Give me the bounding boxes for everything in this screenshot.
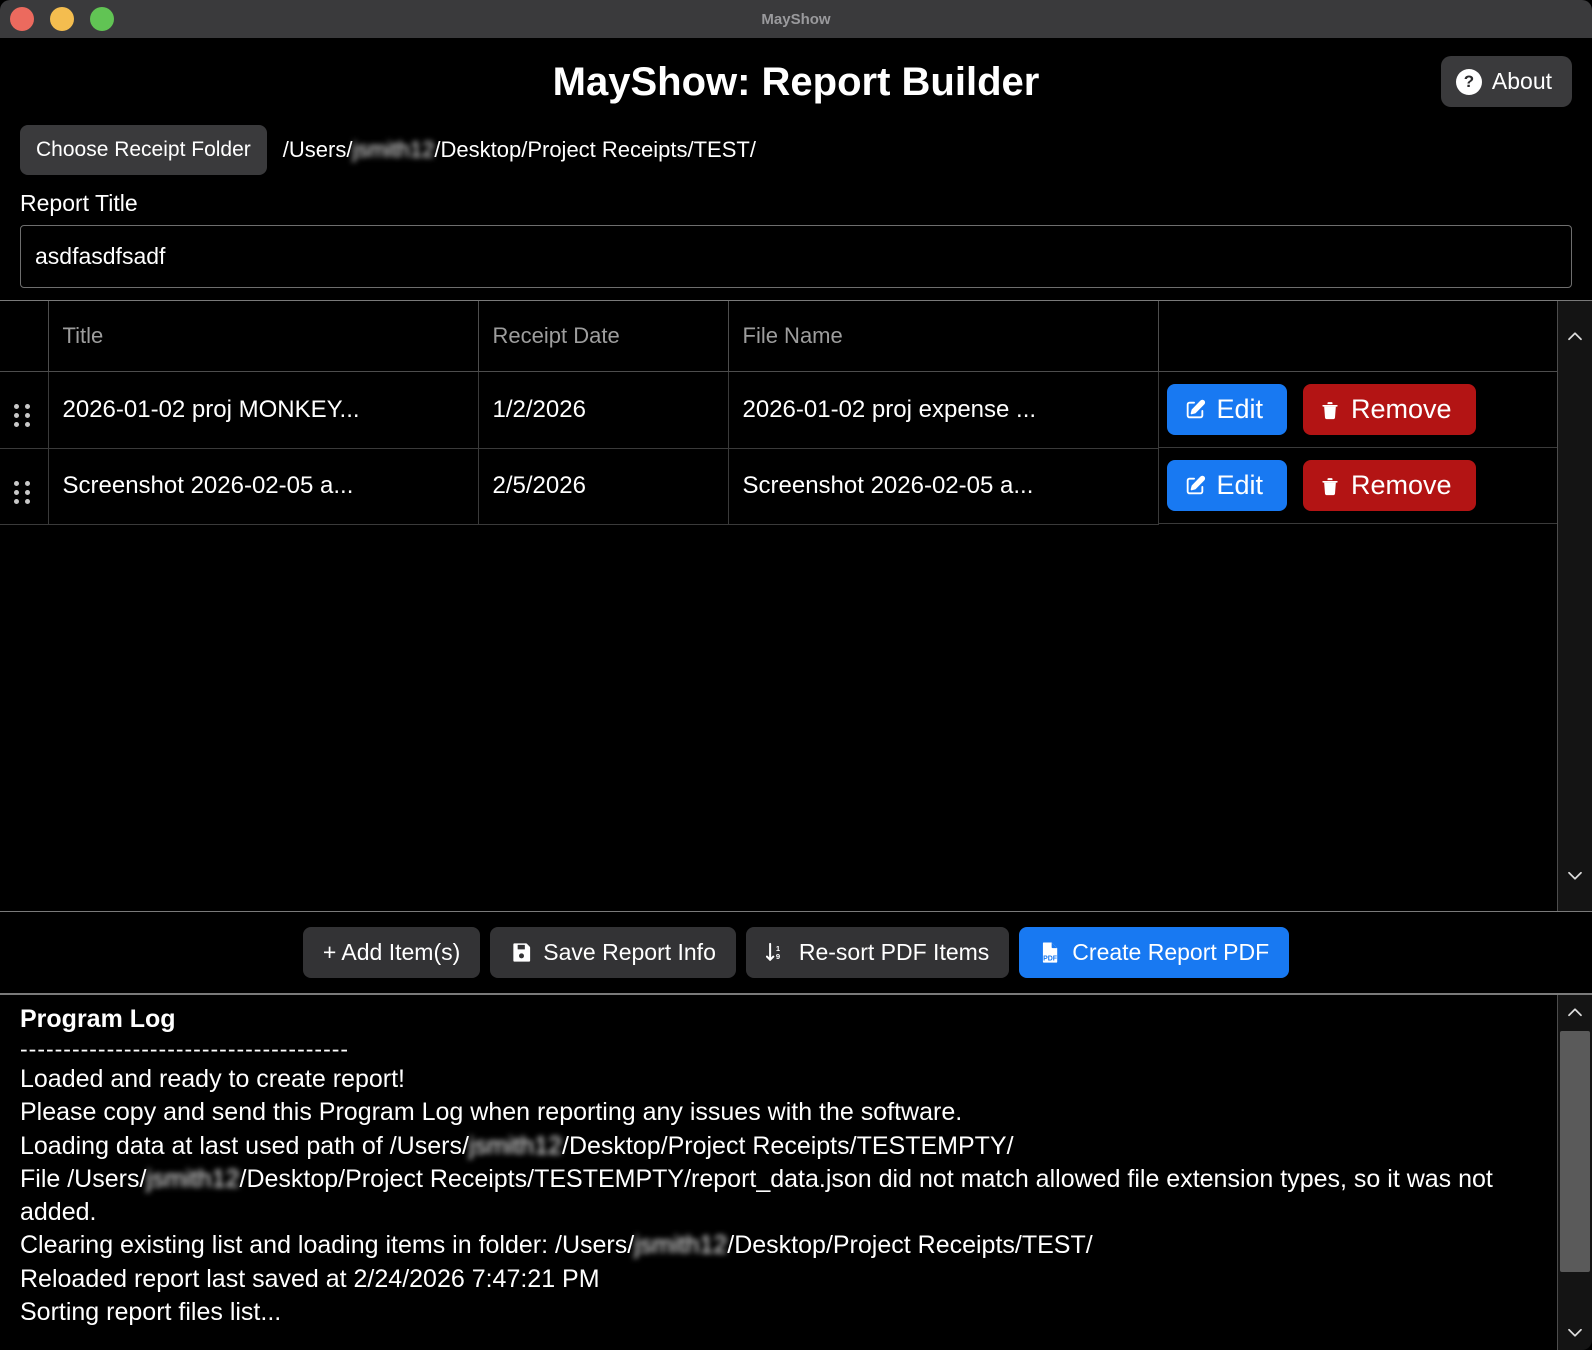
svg-text:PDF: PDF	[1043, 955, 1058, 962]
svg-text:9: 9	[776, 952, 780, 961]
